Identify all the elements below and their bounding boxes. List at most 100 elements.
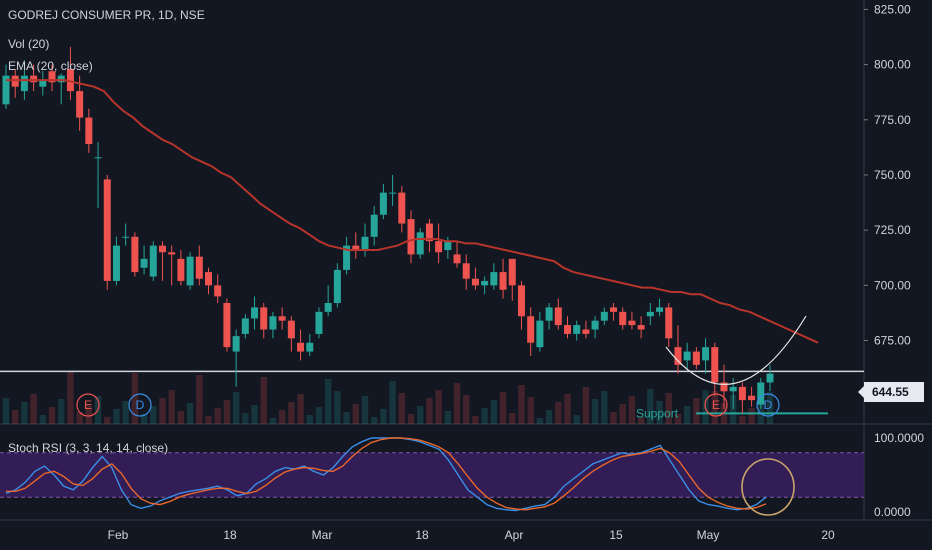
candle: [370, 205, 378, 246]
candle-body: [435, 241, 443, 253]
candle: [306, 333, 314, 356]
volume-bar: [601, 391, 608, 424]
volume-legend: Vol (20): [8, 37, 50, 51]
candle: [453, 241, 461, 268]
candle: [122, 223, 130, 246]
candle-body: [757, 382, 765, 405]
volume-bar: [463, 395, 470, 424]
candle-body: [30, 75, 38, 83]
volume-bar: [693, 398, 700, 424]
candle: [600, 307, 608, 326]
volume-bar: [453, 383, 461, 424]
candle: [499, 258, 507, 299]
candle: [766, 364, 774, 392]
candle: [85, 108, 93, 153]
marker-letter: E: [84, 398, 92, 412]
candle-body: [582, 329, 590, 334]
volume-bar: [748, 408, 755, 424]
candle: [517, 280, 525, 330]
volume-bar: [39, 415, 47, 424]
volume-bar: [315, 407, 323, 424]
candle-body: [241, 318, 249, 334]
candle-body: [619, 311, 627, 326]
candle: [2, 64, 10, 109]
volume-bar: [260, 377, 267, 424]
candle-body: [563, 325, 571, 334]
candle-body: [177, 258, 185, 281]
marker-circle: [704, 393, 728, 417]
ema-line: [6, 79, 819, 344]
volume-bar: [518, 385, 525, 424]
candle: [674, 325, 682, 374]
volume-bar: [527, 397, 534, 424]
candle-body: [297, 342, 305, 352]
candle: [30, 64, 38, 92]
candle: [748, 386, 756, 407]
candle-body: [343, 245, 351, 270]
ema-legend: EMA (20, close): [8, 59, 93, 73]
candle-body: [683, 351, 691, 361]
price-axis[interactable]: 825.00 800.00 775.00 750.00 725.00 700.00 675.…: [864, 2, 911, 403]
volume-bar: [380, 409, 387, 424]
volume-bar: [536, 418, 544, 424]
candle: [103, 174, 111, 290]
candle: [205, 267, 213, 295]
price-tick-label: 825.00: [874, 2, 911, 16]
candle: [352, 232, 360, 259]
candle-body: [324, 303, 332, 312]
volume-bar: [306, 415, 313, 424]
volume-bar: [417, 406, 424, 424]
time-axis[interactable]: Feb 18 Mar 18 Apr 15 May 20: [108, 528, 835, 542]
price-tick-label: 775.00: [874, 113, 911, 127]
time-tick-label: May: [697, 528, 720, 542]
time-tick-label: 18: [223, 528, 237, 542]
candle: [554, 298, 562, 330]
candle: [610, 303, 618, 321]
candle: [416, 227, 424, 259]
candle-body: [527, 316, 535, 343]
candle: [94, 141, 102, 209]
candle-body: [481, 280, 489, 286]
dividend-marker: D: [128, 393, 152, 417]
volume-bar: [499, 392, 507, 424]
candle: [232, 329, 240, 387]
volume-bar: [288, 402, 295, 424]
time-tick-label: 20: [821, 528, 835, 542]
volume-bar: [85, 404, 93, 424]
candlestick-series: [2, 46, 774, 414]
candle-body: [85, 117, 93, 145]
volume-bar: [683, 406, 691, 424]
candle: [251, 296, 259, 330]
candle-body: [637, 325, 645, 330]
price-tick-label: 800.00: [874, 58, 911, 72]
volume-bar: [196, 375, 203, 424]
candle: [324, 285, 332, 317]
volume-bar: [242, 413, 249, 424]
candle-body: [554, 307, 562, 326]
candle-body: [738, 386, 746, 401]
cup-pattern-curve[interactable]: [665, 315, 807, 385]
volume-bar: [150, 406, 157, 424]
candle: [628, 311, 636, 330]
candle: [66, 46, 74, 100]
candle: [361, 223, 369, 257]
volume-bar: [435, 390, 442, 424]
candle-body: [260, 307, 268, 330]
candle-body: [389, 192, 397, 194]
candle-body: [103, 179, 111, 281]
earnings-marker: E: [76, 393, 100, 417]
volume-bar: [12, 410, 19, 424]
candle-body: [462, 263, 470, 279]
candle-body: [665, 307, 673, 339]
candle-body: [76, 91, 84, 118]
volume-bar: [757, 400, 764, 424]
candle-body: [370, 214, 378, 237]
volume-bar: [582, 387, 590, 424]
candle-body: [361, 236, 369, 251]
time-tick-label: 15: [609, 528, 623, 542]
candle: [158, 241, 166, 281]
candle: [379, 183, 387, 220]
candle: [76, 75, 84, 131]
candle: [140, 245, 148, 275]
